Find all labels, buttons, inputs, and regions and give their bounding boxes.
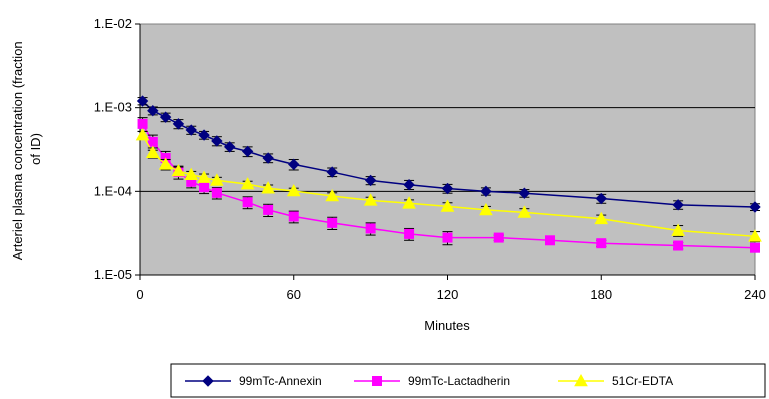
- data-point-square: [596, 238, 607, 249]
- data-point-square: [493, 232, 504, 243]
- legend-label: 99mTc-Lactadherin: [408, 374, 510, 388]
- data-point-diamond: [672, 199, 684, 211]
- data-point-square: [147, 136, 158, 147]
- x-tick-label: 180: [590, 287, 612, 302]
- data-point-square: [288, 211, 299, 222]
- data-point-diamond: [202, 375, 214, 387]
- data-point-square: [545, 235, 555, 246]
- data-point-diamond: [262, 152, 274, 164]
- data-point-square: [263, 204, 274, 215]
- data-point-diamond: [136, 95, 149, 107]
- y-axis-label-line-1: Arteriel plasma concentration (fraction: [10, 41, 25, 260]
- data-point-triangle: [671, 223, 685, 236]
- y-tick-label: 1.E-02: [94, 16, 132, 31]
- data-point-diamond: [326, 166, 338, 178]
- data-point-diamond: [241, 145, 254, 158]
- axes: [135, 23, 756, 280]
- x-tick-label: 0: [136, 287, 143, 302]
- x-tick-label: 120: [437, 287, 459, 302]
- y-tick-labels: 1.E-05 1.E-04 1.E-03 1.E-02: [94, 16, 132, 282]
- data-point-triangle: [479, 202, 493, 216]
- data-point-triangle: [594, 211, 609, 225]
- data-point-diamond: [159, 111, 172, 123]
- x-tick-label: 240: [744, 287, 766, 302]
- legend-label: 51Cr-EDTA: [612, 374, 673, 388]
- series-diamond: [136, 95, 761, 213]
- data-point-triangle: [145, 145, 160, 158]
- data-point-triangle: [748, 229, 762, 242]
- data-point-diamond: [480, 185, 492, 198]
- data-point-triangle: [210, 173, 224, 186]
- y-axis-label: Arteriel plasma concentration (fraction …: [10, 38, 43, 261]
- data-point-triangle: [184, 167, 199, 181]
- data-point-square: [211, 187, 222, 198]
- data-point-triangle: [363, 193, 378, 206]
- data-point-diamond: [185, 124, 197, 136]
- y-tick-label: 1.E-05: [94, 267, 132, 282]
- data-point-square: [365, 223, 376, 234]
- data-point-diamond: [403, 179, 415, 191]
- legend-item: 99mTc-Lactadherin: [354, 374, 510, 388]
- data-point-diamond: [172, 118, 185, 130]
- data-point-triangle: [197, 170, 211, 183]
- data-point-square: [242, 197, 253, 208]
- data-point-square: [372, 376, 382, 386]
- data-point-square: [442, 232, 453, 243]
- data-point-square: [199, 182, 210, 193]
- x-tick-labels: 0 60 120 180 240: [136, 287, 765, 302]
- data-point-square: [673, 240, 684, 251]
- y-tick-label: 1.E-03: [94, 100, 132, 115]
- y-tick-label: 1.E-04: [94, 183, 132, 198]
- data-point-square: [750, 242, 760, 253]
- data-point-triangle: [171, 163, 186, 177]
- data-point-diamond: [211, 135, 223, 147]
- data-point-diamond: [288, 158, 300, 171]
- data-point-triangle: [325, 188, 340, 202]
- data-point-triangle: [517, 205, 532, 218]
- legend-item: 51Cr-EDTA: [558, 373, 673, 388]
- x-axis-label: Minutes: [424, 318, 470, 333]
- data-point-triangle: [158, 157, 173, 170]
- data-point-diamond: [198, 129, 210, 141]
- legend: 99mTc-Annexin 99mTc-Lactadherin 51Cr-EDTA: [170, 363, 766, 398]
- legend-box: [170, 363, 766, 398]
- data-point-diamond: [147, 104, 159, 117]
- y-axis-label-line-2: of ID): [28, 133, 43, 165]
- data-point-triangle: [440, 199, 455, 212]
- data-point-triangle: [574, 373, 588, 387]
- data-point-diamond: [595, 192, 607, 205]
- data-point-diamond: [518, 187, 531, 199]
- x-tick-label: 60: [287, 287, 301, 302]
- data-point-triangle: [286, 183, 301, 197]
- data-point-diamond: [223, 141, 236, 153]
- data-point-triangle: [135, 128, 150, 141]
- data-point-triangle: [261, 181, 275, 194]
- data-point-triangle: [402, 196, 416, 209]
- series-layer: [135, 95, 762, 253]
- data-point-triangle: [240, 177, 255, 190]
- legend-item: 99mTc-Annexin: [185, 374, 322, 388]
- legend-label: 99mTc-Annexin: [239, 374, 322, 388]
- series-triangle: [135, 128, 762, 243]
- data-point-square: [404, 228, 415, 239]
- data-point-square: [327, 217, 338, 228]
- data-point-diamond: [749, 201, 761, 213]
- data-point-square: [137, 118, 148, 129]
- data-point-diamond: [364, 174, 377, 187]
- data-point-diamond: [441, 182, 454, 195]
